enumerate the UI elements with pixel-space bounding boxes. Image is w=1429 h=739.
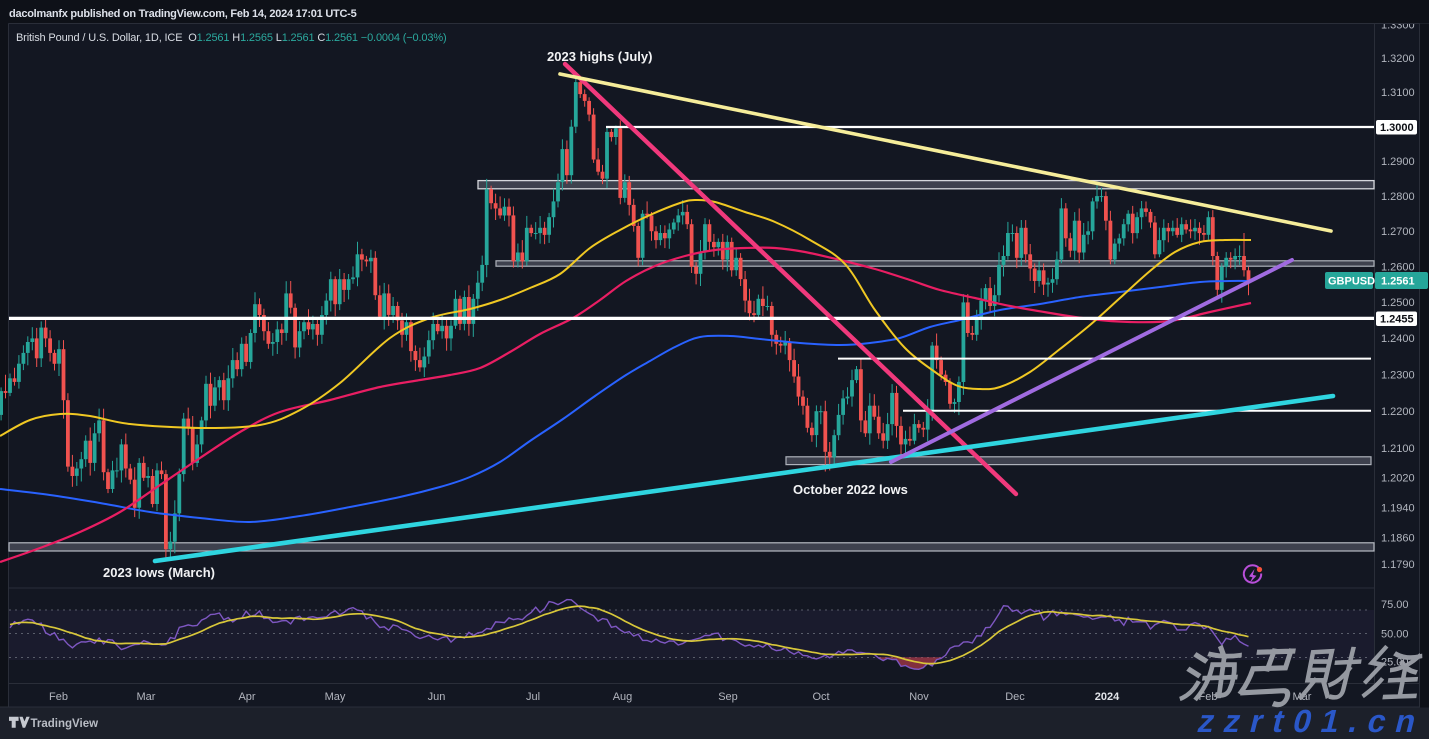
svg-text:1.1790: 1.1790 xyxy=(1381,559,1415,571)
svg-text:1.3000: 1.3000 xyxy=(1380,122,1414,134)
svg-text:Jun: Jun xyxy=(428,691,446,703)
svg-text:May: May xyxy=(325,691,346,703)
svg-text:50.00: 50.00 xyxy=(1381,628,1409,640)
svg-text:Apr: Apr xyxy=(238,691,255,703)
svg-text:Sep: Sep xyxy=(718,691,738,703)
svg-text:1.1940: 1.1940 xyxy=(1381,503,1415,515)
svg-text:1.3200: 1.3200 xyxy=(1381,53,1415,65)
svg-text:British Pound / U.S. Dollar, 1: British Pound / U.S. Dollar, 1D, ICE O1.… xyxy=(16,32,446,44)
svg-text:1.2100: 1.2100 xyxy=(1381,443,1415,455)
svg-text:75.00: 75.00 xyxy=(1381,599,1409,611)
svg-text:1.2500: 1.2500 xyxy=(1381,297,1415,309)
svg-text:1.2400: 1.2400 xyxy=(1381,333,1415,345)
svg-text:GBPUSD: GBPUSD xyxy=(1328,276,1375,288)
svg-text:TradingView: TradingView xyxy=(31,718,99,730)
svg-text:Feb: Feb xyxy=(1199,691,1218,703)
svg-text:2023 highs (July): 2023 highs (July) xyxy=(547,49,652,64)
svg-text:1.2700: 1.2700 xyxy=(1381,226,1415,238)
svg-text:Feb: Feb xyxy=(49,691,68,703)
svg-text:Jul: Jul xyxy=(526,691,540,703)
svg-text:1.2900: 1.2900 xyxy=(1381,156,1415,168)
svg-text:1.2800: 1.2800 xyxy=(1381,191,1415,203)
svg-text:1.2561: 1.2561 xyxy=(1381,276,1415,288)
svg-text:1.3300: 1.3300 xyxy=(1381,19,1415,31)
svg-text:Nov: Nov xyxy=(909,691,929,703)
svg-text:1.2300: 1.2300 xyxy=(1381,370,1415,382)
svg-text:2023 lows (March): 2023 lows (March) xyxy=(103,565,215,580)
svg-text:1.3100: 1.3100 xyxy=(1381,87,1415,99)
svg-text:2024: 2024 xyxy=(1095,691,1120,703)
svg-text:1.2600: 1.2600 xyxy=(1381,262,1415,274)
svg-text:dacolmanfx published on Tradin: dacolmanfx published on TradingView.com,… xyxy=(9,8,357,20)
svg-text:1.2200: 1.2200 xyxy=(1381,406,1415,418)
svg-text:Dec: Dec xyxy=(1005,691,1025,703)
svg-text:1.1860: 1.1860 xyxy=(1381,533,1415,545)
svg-text:zzrt01.cn: zzrt01.cn xyxy=(1194,703,1429,738)
svg-text:Mar: Mar xyxy=(137,691,156,703)
svg-text:1.2455: 1.2455 xyxy=(1380,314,1414,326)
svg-text:1.2020: 1.2020 xyxy=(1381,473,1415,485)
svg-text:Oct: Oct xyxy=(812,691,829,703)
svg-text:October 2022 lows: October 2022 lows xyxy=(793,482,908,497)
svg-text:Aug: Aug xyxy=(613,691,633,703)
